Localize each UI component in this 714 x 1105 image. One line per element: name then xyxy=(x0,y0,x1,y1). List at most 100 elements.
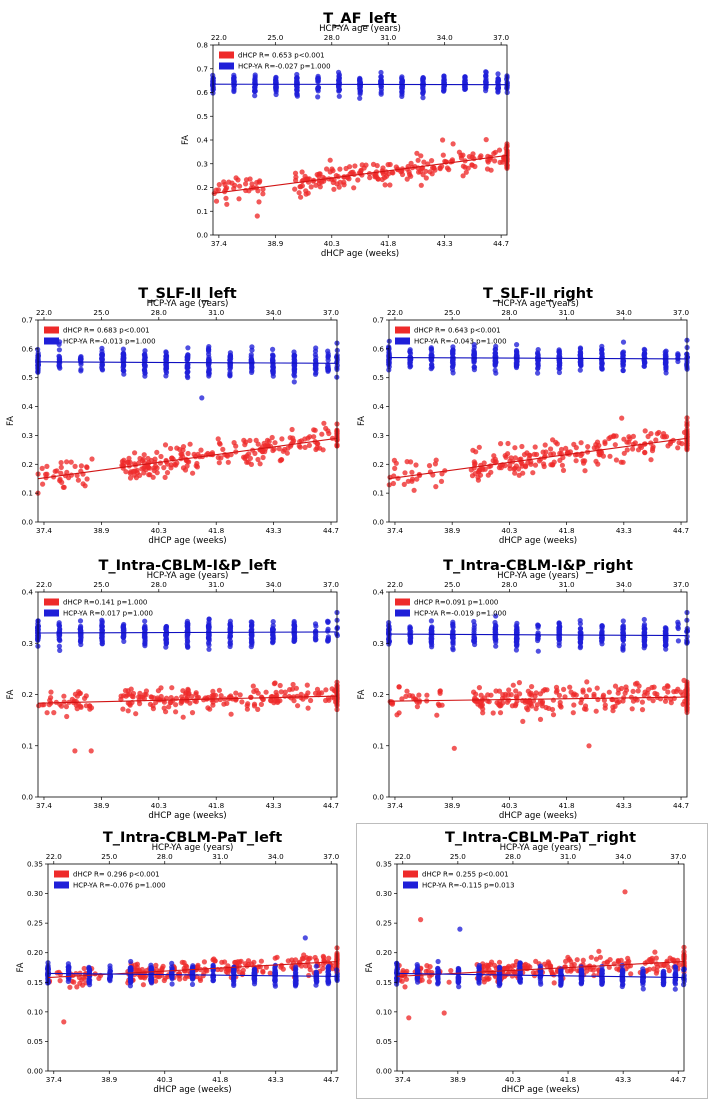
hcp-point xyxy=(493,343,499,349)
hcp-point xyxy=(620,367,626,374)
hcp-point xyxy=(121,638,127,644)
dhcp-point xyxy=(663,434,670,440)
x-axis-label: dHCP age (weeks) xyxy=(499,536,577,546)
hcp-point xyxy=(599,980,605,986)
chart-title: T_Intra-CBLM-I&P_right xyxy=(443,558,633,574)
dhcp-point xyxy=(247,437,253,444)
top-tick-label: 22.0 xyxy=(36,308,52,317)
dhcp-point xyxy=(680,701,686,707)
dhcp-point xyxy=(615,690,621,696)
dhcp-point xyxy=(610,704,616,710)
dhcp-point xyxy=(628,971,634,977)
dhcp-point xyxy=(446,167,452,173)
hcp-point xyxy=(249,633,255,639)
dhcp-point xyxy=(394,712,400,718)
y-tick-label: 0.3 xyxy=(22,431,33,440)
dhcp-point xyxy=(284,450,290,456)
hcp-point xyxy=(57,647,63,653)
x-tick-label: 37.4 xyxy=(46,1075,62,1084)
dhcp-point xyxy=(61,699,67,705)
dhcp-point xyxy=(207,451,213,458)
dhcp-point xyxy=(324,166,330,172)
hcp-point xyxy=(538,968,544,974)
dhcp-point xyxy=(169,685,175,691)
x-tick-label: 44.7 xyxy=(323,801,339,810)
dhcp-point xyxy=(300,696,306,702)
dhcp-point xyxy=(520,470,526,476)
dhcp-point xyxy=(130,694,136,700)
legend-label: dHCP R= 0.643 p<0.001 xyxy=(414,327,501,335)
hcp-point xyxy=(535,635,541,641)
dhcp-point xyxy=(83,703,89,709)
y-tick-label: 0.25 xyxy=(376,919,392,928)
dhcp-point xyxy=(222,959,228,965)
hcp-point xyxy=(163,357,169,363)
plot-frame xyxy=(37,319,338,523)
dhcp-point xyxy=(140,974,146,980)
dhcp-point xyxy=(423,168,429,174)
dhcp-point xyxy=(492,149,498,155)
x-tick-label: 38.9 xyxy=(267,239,283,248)
dhcp-point xyxy=(553,439,559,445)
hcp-point xyxy=(450,624,456,630)
hcp-point xyxy=(293,979,299,985)
dhcp-point xyxy=(201,697,207,703)
dhcp-point xyxy=(551,972,557,978)
dhcp-point xyxy=(209,693,215,699)
dhcp-point xyxy=(408,173,414,179)
dhcp-point xyxy=(392,465,398,471)
y-tick-label: 0.35 xyxy=(376,860,392,869)
dhcp-point xyxy=(476,685,482,691)
dhcp-point xyxy=(626,439,632,445)
dhcp-point xyxy=(538,456,544,462)
dhcp-fit-line xyxy=(212,154,508,194)
hcp-point xyxy=(578,981,584,987)
dhcp-point xyxy=(517,691,523,697)
x-tick-label: 41.8 xyxy=(560,1075,576,1084)
hcp-point xyxy=(184,637,190,643)
dhcp-point xyxy=(564,451,570,457)
x-tick-label: 40.3 xyxy=(501,526,517,535)
hcp-point xyxy=(77,618,84,624)
hcp-point xyxy=(169,981,175,987)
hcp-point xyxy=(620,630,626,636)
dhcp-point xyxy=(347,164,353,170)
dhcp-point xyxy=(127,475,134,481)
hcp-point xyxy=(577,361,584,367)
dhcp-point xyxy=(519,443,525,450)
hcp-point xyxy=(56,620,62,626)
hcp-point xyxy=(599,365,605,371)
dhcp-point xyxy=(675,445,681,451)
legend-label: HCP-YA R=0.017 p=1.000 xyxy=(63,610,153,618)
dhcp-point xyxy=(235,177,241,183)
dhcp-point xyxy=(302,444,308,450)
dhcp-point xyxy=(180,444,187,450)
hcp-point xyxy=(66,966,72,972)
top-axis-label: HCP-YA age (years) xyxy=(497,571,579,581)
hcp-point xyxy=(450,347,456,353)
y-tick-label: 0.2 xyxy=(373,460,384,469)
hcp-point xyxy=(336,72,342,78)
dhcp-point xyxy=(161,977,167,984)
dhcp-point xyxy=(482,466,488,472)
y-tick-label: 0.6 xyxy=(22,344,34,353)
top-tick-label: 22.0 xyxy=(36,580,52,589)
dhcp-point xyxy=(604,959,610,965)
dhcp-point xyxy=(478,153,484,159)
hcp-point xyxy=(248,619,254,625)
hcp-point xyxy=(462,86,468,92)
chart-slf2-right: T_SLF-II_right HCP-YA age (years) 37.4 38.9… xyxy=(357,282,712,546)
hcp-point xyxy=(231,969,237,975)
hcp-point xyxy=(450,645,456,651)
chart-title: T_SLF-II_right xyxy=(483,286,593,302)
dhcp-point xyxy=(312,427,318,433)
dhcp-point xyxy=(431,165,437,171)
legend-swatch xyxy=(54,870,69,878)
hcp-point xyxy=(577,621,583,627)
hcp-point xyxy=(249,637,255,643)
y-tick-label: 0.35 xyxy=(27,860,43,869)
dhcp-point xyxy=(532,693,538,699)
dhcp-point xyxy=(671,958,677,964)
hcp-point xyxy=(675,625,681,632)
dhcp-point xyxy=(277,682,283,689)
